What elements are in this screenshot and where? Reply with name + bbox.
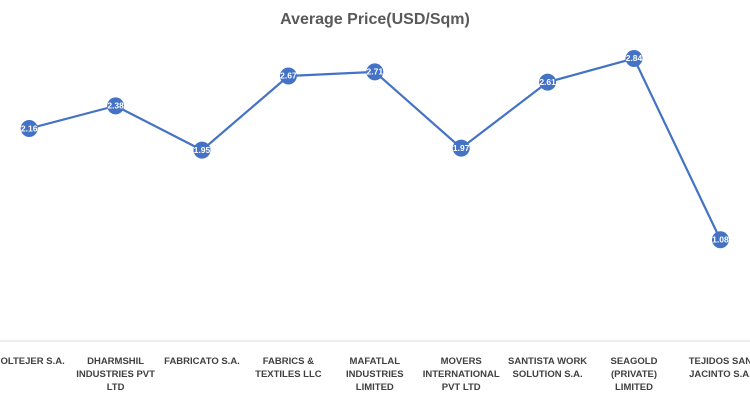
value-label: 1.08 bbox=[712, 235, 729, 245]
x-tick-label: SEAGOLD (PRIVATE) LIMITED bbox=[610, 356, 658, 393]
chart-title: Average Price(USD/Sqm) bbox=[280, 11, 470, 28]
value-label: 2.16 bbox=[21, 123, 38, 133]
marker bbox=[107, 97, 125, 115]
marker bbox=[625, 49, 643, 67]
marker bbox=[279, 67, 297, 85]
value-label: 2.61 bbox=[539, 77, 556, 87]
x-tick-label: COLTEJER S.A. bbox=[0, 356, 65, 367]
marker bbox=[452, 139, 470, 157]
value-label: 2.84 bbox=[626, 53, 643, 63]
marker bbox=[366, 63, 384, 81]
x-tick-label: DHARMSHIL INDUSTRIES PVT LTD bbox=[76, 356, 155, 393]
value-label: 2.67 bbox=[280, 71, 297, 81]
value-label: 1.95 bbox=[194, 145, 211, 155]
value-label: 2.71 bbox=[367, 67, 384, 77]
marker bbox=[539, 73, 557, 91]
marker bbox=[193, 141, 211, 159]
x-tick-label: SANTISTA WORK SOLUTION S.A. bbox=[508, 356, 588, 380]
x-tick-label: TEJIDOS SAN JACINTO S.A. bbox=[688, 356, 750, 380]
x-tick-label: MOVERS INTERNATIONAL PVT LTD bbox=[422, 356, 500, 393]
x-tick-label: MAFATLAL INDUSTRIES LIMITED bbox=[346, 356, 404, 393]
marker bbox=[711, 231, 729, 249]
marker bbox=[20, 120, 38, 138]
line bbox=[28, 57, 722, 241]
value-label: 2.38 bbox=[107, 101, 124, 111]
value-label: 1.97 bbox=[453, 143, 470, 153]
x-tick-label: FABRICATO S.A. bbox=[164, 356, 240, 367]
x-tick-label: FABRICS & TEXTILES LLC bbox=[255, 356, 322, 380]
